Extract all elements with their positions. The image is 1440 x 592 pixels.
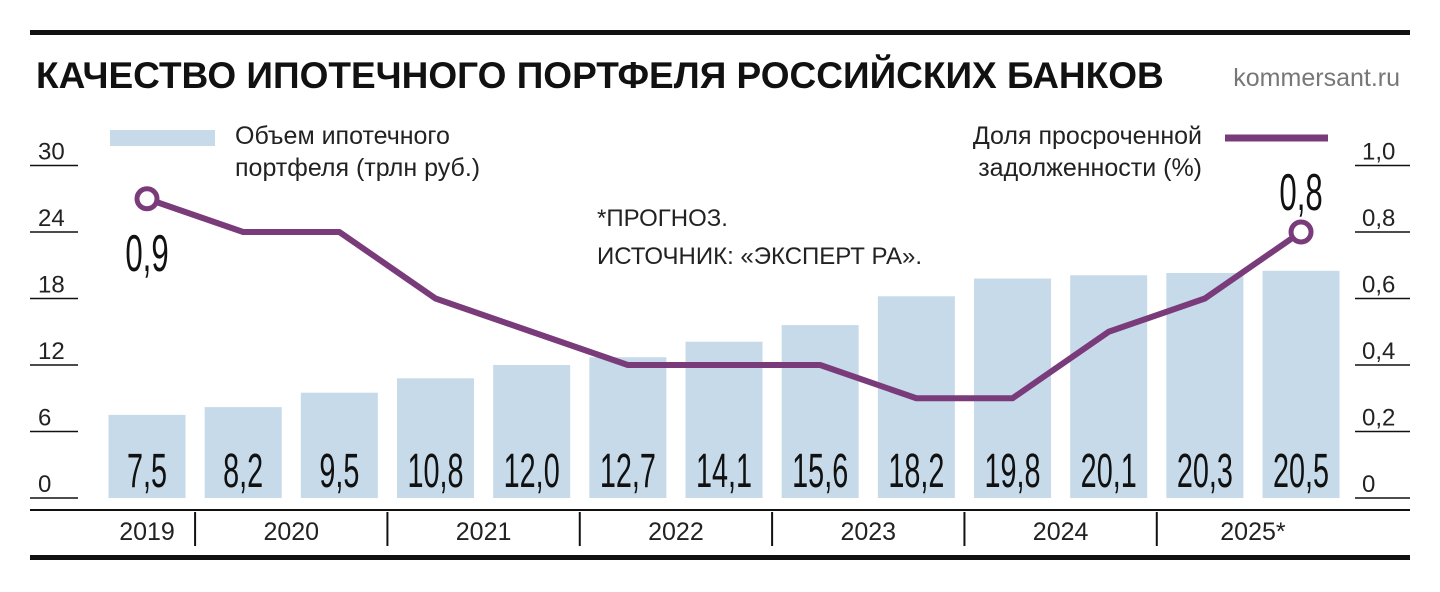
bar bbox=[1070, 275, 1148, 498]
line-label: 0,9 bbox=[125, 225, 168, 283]
x-tick-label: 2025* bbox=[1220, 518, 1286, 546]
bar bbox=[108, 414, 186, 498]
bar-label: 10,8 bbox=[407, 445, 463, 498]
y-tick-label: 12 bbox=[38, 338, 65, 365]
bar-label: 15,6 bbox=[792, 445, 848, 498]
legend-label: Объем ипотечного портфеля (трлн руб.) bbox=[235, 122, 481, 182]
y2-tick-label: 0,8 bbox=[1362, 205, 1395, 232]
x-tick-label: 2021 bbox=[456, 518, 512, 546]
legend-label: Доля просроченной задолженности (%) bbox=[972, 122, 1202, 182]
note: ИСТОЧНИК: «ЭКСПЕРТ РА». bbox=[597, 243, 922, 270]
y2-tick-label: 0,4 bbox=[1362, 338, 1395, 365]
x-tick-label: 2024 bbox=[1033, 518, 1089, 546]
line bbox=[146, 195, 1303, 402]
x-tick-label: 2020 bbox=[263, 518, 319, 546]
bar-label: 7,5 bbox=[127, 445, 167, 498]
y2-tick-label: 0 bbox=[1362, 471, 1375, 498]
bar-label: 12,7 bbox=[600, 445, 656, 498]
bar bbox=[781, 325, 859, 498]
bar bbox=[493, 365, 571, 498]
bar-label: 18,2 bbox=[888, 445, 944, 498]
bar-label: 12,0 bbox=[504, 445, 560, 498]
marker bbox=[1288, 219, 1314, 245]
line-label: 0,8 bbox=[1279, 164, 1322, 222]
bar bbox=[974, 278, 1052, 498]
x-tick-label: 2019 bbox=[119, 518, 175, 546]
y2-tick-label: 1,0 bbox=[1362, 139, 1395, 166]
bar-label: 20,3 bbox=[1177, 445, 1233, 498]
bar bbox=[589, 357, 667, 498]
top-rule bbox=[30, 30, 1410, 35]
bar bbox=[300, 392, 378, 498]
y2-tick-label: 0,6 bbox=[1362, 272, 1395, 299]
y-tick-label: 0 bbox=[38, 471, 51, 498]
legend-swatch bbox=[110, 130, 215, 146]
bar bbox=[397, 378, 475, 498]
y-tick-label: 18 bbox=[38, 272, 65, 299]
bar-label: 20,1 bbox=[1081, 445, 1137, 498]
x-tick-label: 2022 bbox=[648, 518, 704, 546]
y-tick-label: 6 bbox=[38, 405, 51, 432]
y-tick-label: 30 bbox=[38, 139, 65, 166]
bar-label: 14,1 bbox=[696, 445, 752, 498]
marker bbox=[134, 186, 160, 212]
bar bbox=[204, 407, 282, 498]
title: КАЧЕСТВО ИПОТЕЧНОГО ПОРТФЕЛЯ РОССИЙСКИХ … bbox=[36, 54, 1164, 96]
bar bbox=[1262, 270, 1340, 498]
source: kommersant.ru bbox=[1233, 64, 1400, 92]
bar-label: 20,5 bbox=[1273, 445, 1329, 498]
y-tick-label: 24 bbox=[38, 205, 65, 232]
bar-label: 9,5 bbox=[319, 445, 359, 498]
note: *ПРОГНОЗ. bbox=[597, 205, 728, 232]
x-tick-label: 2023 bbox=[840, 518, 896, 546]
y2-tick-label: 0,2 bbox=[1362, 405, 1395, 432]
bar-label: 8,2 bbox=[223, 445, 263, 498]
bottom-rule bbox=[30, 555, 1410, 560]
bar-label: 19,8 bbox=[985, 445, 1041, 498]
